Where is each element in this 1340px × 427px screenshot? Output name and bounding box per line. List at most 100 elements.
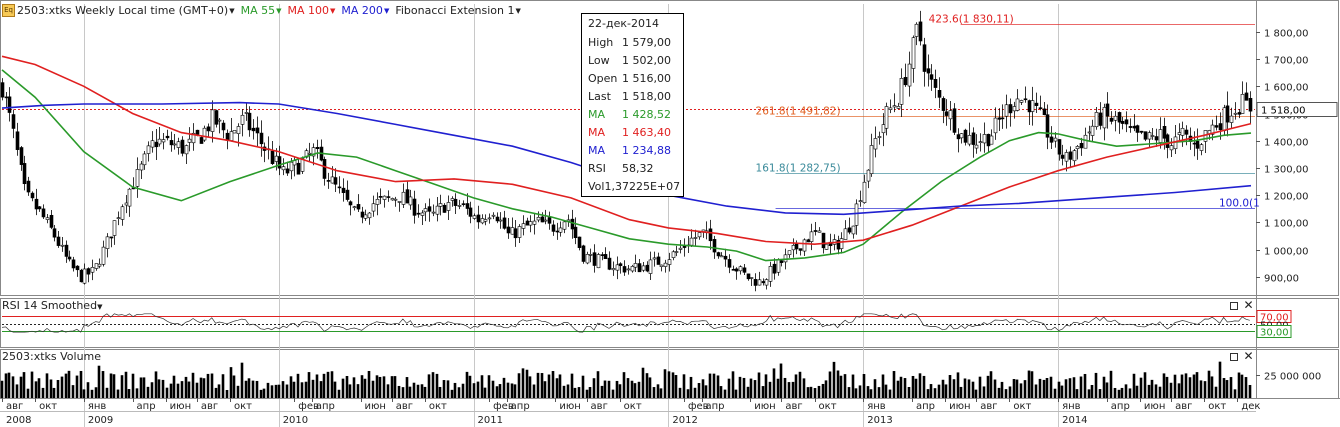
volume-maximize-icon[interactable] — [1230, 353, 1238, 361]
volume-bar — [738, 376, 742, 398]
volume-bar — [1042, 379, 1046, 398]
volume-bar — [926, 389, 930, 398]
candle-body — [427, 206, 432, 212]
volume-bar — [330, 371, 334, 398]
volume-bar — [195, 382, 199, 398]
indicator-ma55[interactable]: MA 55▼ — [240, 3, 282, 17]
candle-body — [22, 163, 27, 185]
volume-bar — [161, 379, 165, 398]
candle-body — [667, 259, 672, 265]
candle-body — [438, 203, 443, 207]
candle-body — [1237, 112, 1242, 115]
candle-body — [884, 106, 889, 129]
candle-body — [405, 189, 410, 204]
volume-close-icon[interactable]: ✕ — [1243, 349, 1254, 363]
candle-body — [139, 163, 144, 171]
candle-body — [371, 203, 376, 212]
candle-body — [1113, 115, 1118, 121]
month-tick-label: окт — [1013, 401, 1031, 412]
month-tick-label: авг — [396, 401, 413, 412]
candle-body — [423, 208, 428, 213]
volume-bar — [836, 370, 840, 398]
price-tick-label: 1 000,00 — [1264, 247, 1309, 258]
price-tick-label: 1 300,00 — [1264, 165, 1309, 176]
dropdown-caret-icon[interactable]: ▼ — [229, 6, 235, 15]
candle-body — [779, 260, 784, 263]
candle-body — [1192, 142, 1197, 145]
candle-body — [1150, 135, 1155, 137]
candle-body — [1008, 104, 1013, 114]
tooltip-date: 22-дек-2014 — [588, 17, 659, 30]
dropdown-caret-icon[interactable]: ▼ — [330, 6, 336, 15]
month-tick-label: окт — [1208, 401, 1226, 412]
rsi-close-icon[interactable]: ✕ — [1243, 298, 1254, 312]
volume-bar — [749, 378, 753, 398]
candle-body — [97, 263, 102, 267]
candle-body — [79, 269, 84, 283]
candle-body — [997, 117, 1002, 120]
month-tick-label: окт — [39, 401, 57, 412]
dropdown-caret-icon[interactable]: ▼ — [515, 6, 521, 15]
candle-body — [45, 217, 50, 220]
volume-bar — [319, 381, 323, 398]
month-tick-label: авг — [785, 401, 802, 412]
candle-body — [199, 137, 204, 144]
equity-icon[interactable]: Eq — [2, 3, 15, 17]
volume-bar — [667, 371, 671, 398]
volume-bar — [577, 387, 581, 398]
candle-body — [11, 114, 16, 129]
volume-bar — [15, 384, 19, 398]
candle-body — [360, 211, 365, 218]
candle-body — [866, 169, 871, 182]
candle-body — [708, 228, 713, 242]
candle-body — [1177, 132, 1182, 135]
volume-bar — [1248, 384, 1252, 398]
rsi-maximize-icon[interactable] — [1230, 302, 1238, 310]
indicator-ma100[interactable]: MA 100▼ — [287, 3, 336, 17]
volume-bar — [450, 389, 454, 398]
candle-body — [1240, 94, 1245, 114]
candle-body — [1098, 112, 1103, 126]
candle-body — [120, 206, 125, 220]
volume-bar — [1012, 379, 1016, 398]
indicator-fibonacci[interactable]: Fibonacci Extension 1▼ — [395, 3, 521, 17]
volume-bar — [993, 379, 997, 398]
dropdown-caret-icon[interactable]: ▼ — [276, 6, 282, 15]
indicator-ma200[interactable]: MA 200▼ — [341, 3, 390, 17]
candle-body — [1120, 120, 1125, 124]
candle-body — [165, 135, 170, 139]
volume-bar — [555, 378, 559, 398]
dropdown-caret-icon[interactable]: ▼ — [97, 303, 103, 311]
volume-bar — [116, 389, 120, 398]
candle-body — [154, 141, 159, 148]
volume-bar — [1038, 378, 1042, 398]
candle-body — [285, 168, 290, 174]
symbol-title[interactable]: 2503:xtks Weekly Local time (GMT+0)▼ — [17, 3, 235, 17]
candle-body — [251, 127, 256, 132]
candle-body — [1162, 126, 1167, 139]
volume-bar — [1105, 382, 1109, 398]
candle-body — [1109, 117, 1114, 122]
candle-body — [723, 255, 728, 260]
dropdown-caret-icon[interactable]: ▼ — [383, 6, 390, 15]
volume-bar — [431, 372, 435, 398]
month-tick-label: апр — [706, 401, 725, 412]
candle-body — [311, 147, 316, 157]
price-tooltip: 22-дек-2014 High 1 579,00 Low 1 502,00 Ope… — [581, 13, 684, 197]
month-tick-label: авг — [201, 401, 218, 412]
candle-body — [652, 257, 657, 260]
candle-body — [195, 129, 200, 135]
volume-bar — [997, 387, 1001, 398]
tooltip-row: MA 1 463,40 — [588, 126, 671, 139]
candle-body — [570, 218, 575, 230]
candle-body — [506, 226, 511, 234]
volume-bar — [704, 385, 708, 398]
year-tick-label: 2008 — [6, 415, 31, 426]
volume-bar — [974, 389, 978, 398]
volume-bar — [622, 372, 626, 398]
year-tick-label: 2012 — [672, 415, 697, 426]
candle-body — [217, 119, 222, 122]
rsi-panel-title[interactable]: RSI 14 Smoothed▼ — [2, 299, 103, 312]
volume-bar — [337, 389, 341, 398]
tooltip-row: RSI 58,32 — [588, 162, 654, 175]
